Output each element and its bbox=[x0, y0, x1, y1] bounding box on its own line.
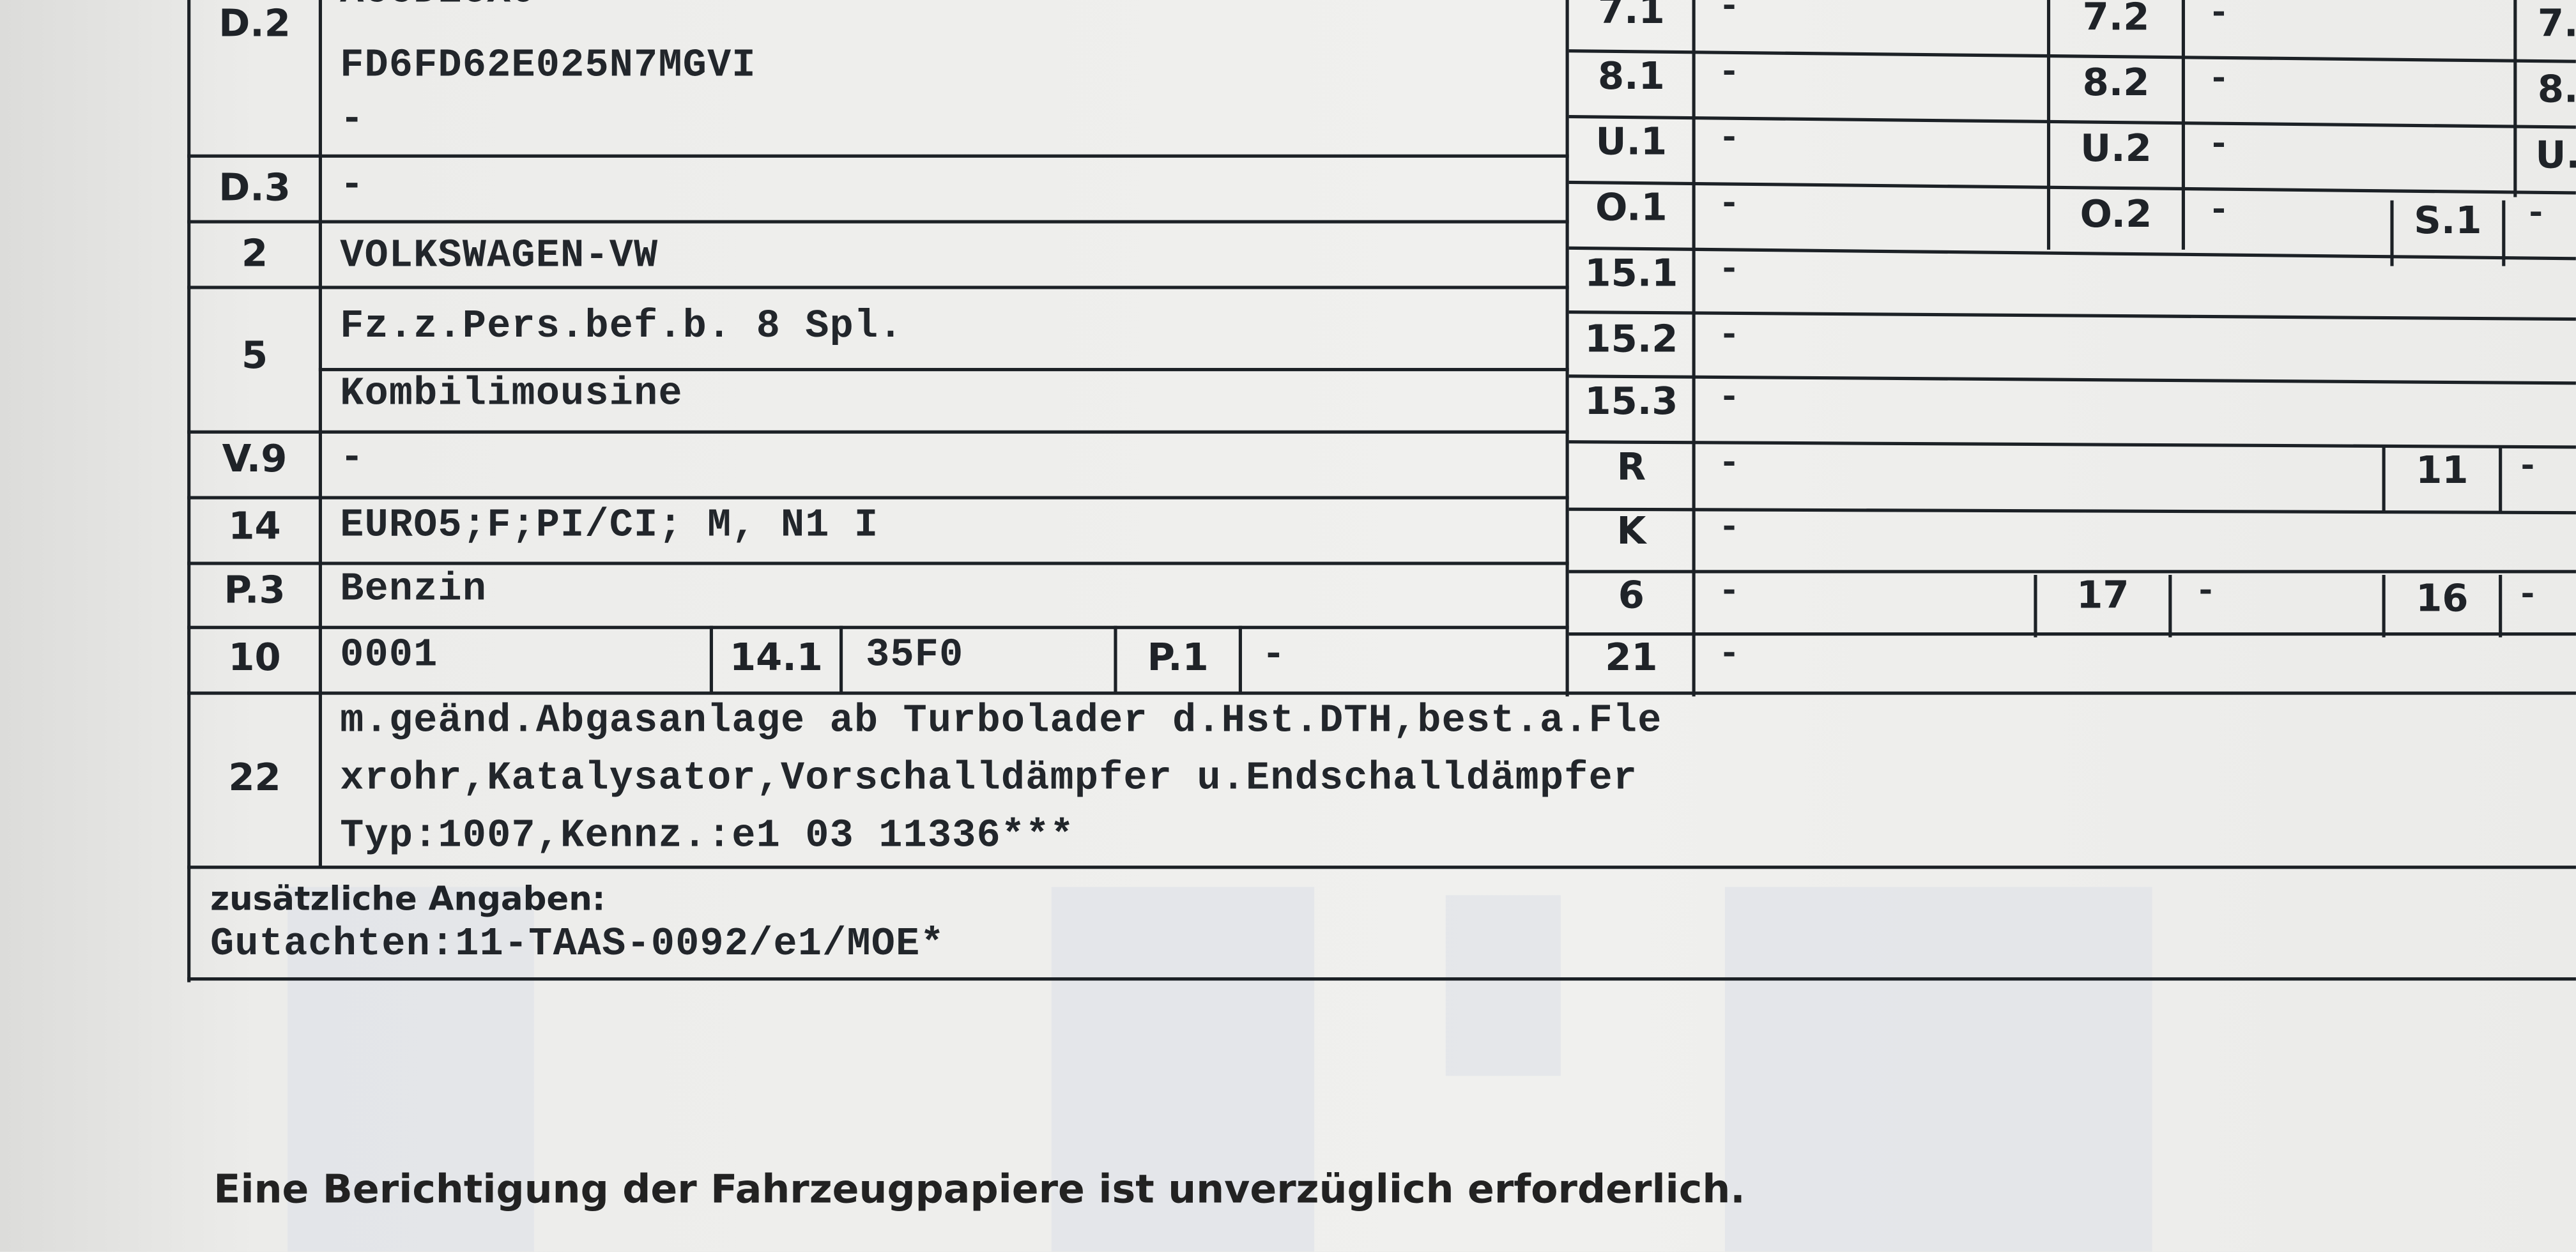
field-code: 7.2 bbox=[2082, 0, 2150, 40]
field-value: VOLKSWAGEN-VW bbox=[340, 234, 659, 280]
additional-info-title: zusätzliche Angaben: bbox=[210, 878, 606, 919]
field-code: 7.1 bbox=[1598, 0, 1665, 33]
field-value: - bbox=[2207, 59, 2230, 100]
footer-notice: Eine Berichtigung der Fahrzeugpapiere is… bbox=[213, 1166, 1745, 1212]
field-code: 14.1 bbox=[730, 637, 823, 680]
field-value: - bbox=[1718, 378, 1740, 419]
watermark-shape bbox=[1445, 895, 1561, 1076]
field-value: Fz.z.Pers.bef.b. 8 Spl. bbox=[340, 305, 903, 350]
field-value: - bbox=[1718, 183, 1740, 225]
watermark-shape bbox=[1051, 887, 1315, 1252]
field-code: P.1 bbox=[1147, 637, 1209, 680]
field-code: 17 bbox=[2076, 574, 2129, 618]
field-code: 14 bbox=[228, 505, 281, 549]
field-value: - bbox=[2517, 574, 2539, 616]
watermark-shape bbox=[287, 887, 534, 1252]
field-value: - bbox=[2195, 571, 2217, 613]
field-code: R bbox=[1616, 447, 1646, 490]
field-value: Benzin bbox=[340, 568, 487, 613]
field-value: m.geänd.Abgasanlage ab Turbolader d.Hst.… bbox=[340, 699, 1662, 744]
field-code: 5 bbox=[241, 335, 268, 378]
field-code: U.1 bbox=[1595, 121, 1667, 165]
field-code: 11 bbox=[2416, 450, 2469, 493]
field-value: - bbox=[1261, 634, 1287, 678]
field-value: 35F0 bbox=[866, 634, 964, 678]
field-code: U.2 bbox=[2080, 128, 2152, 171]
field-value: Typ:1007,Kennz.:e1 03 11336*** bbox=[340, 814, 1075, 859]
field-value: xrohr,Katalysator,Vorschalldämpfer u.End… bbox=[340, 757, 1638, 802]
field-code: 15.3 bbox=[1584, 381, 1678, 424]
field-code: 10 bbox=[228, 637, 281, 680]
field-code: D.2 bbox=[218, 3, 291, 46]
field-code: K bbox=[1616, 510, 1646, 554]
field-value: - bbox=[1718, 443, 1740, 485]
field-value: - bbox=[1718, 118, 1740, 160]
field-value: FD6FD62E025N7MGVI bbox=[340, 44, 756, 89]
field-value: - bbox=[1718, 571, 1740, 613]
field-value: - bbox=[1718, 0, 1740, 28]
watermark-shape bbox=[1724, 887, 2152, 1252]
field-value: - bbox=[1718, 634, 1740, 675]
field-code: 2 bbox=[241, 233, 268, 276]
field-code: P.3 bbox=[224, 570, 286, 613]
field-value: - bbox=[2207, 190, 2230, 232]
field-code: O.2 bbox=[2080, 194, 2152, 237]
field-value: - bbox=[1718, 315, 1740, 356]
field-code: 6 bbox=[1618, 574, 1644, 618]
field-value: - bbox=[2207, 0, 2230, 34]
field-value: 0001 bbox=[340, 634, 438, 678]
field-code: 15.1 bbox=[1584, 252, 1678, 296]
field-code: V.9 bbox=[222, 438, 288, 482]
field-value: - bbox=[1718, 52, 1740, 94]
field-value: - bbox=[340, 98, 365, 143]
field-value: - bbox=[2525, 194, 2547, 235]
field-value: Kombilimousine bbox=[340, 372, 683, 418]
field-code: 21 bbox=[1605, 637, 1658, 680]
field-value: - bbox=[2517, 447, 2539, 488]
field-value: - bbox=[340, 164, 365, 209]
field-code: 16 bbox=[2416, 578, 2469, 621]
field-value: - bbox=[340, 436, 365, 482]
field-code: U. bbox=[2535, 134, 2576, 178]
field-code: D.3 bbox=[218, 167, 291, 211]
field-code: 22 bbox=[228, 757, 281, 800]
additional-info-value: Gutachten:11-TAAS-0092/e1/MOE* bbox=[210, 923, 945, 968]
field-value: - bbox=[1718, 507, 1740, 549]
field-code: 8.1 bbox=[1598, 56, 1665, 99]
field-code: O.1 bbox=[1595, 187, 1667, 230]
field-code: 8.2 bbox=[2082, 62, 2150, 105]
field-value: - bbox=[1718, 249, 1740, 291]
field-code: 7. bbox=[2537, 3, 2576, 46]
field-value: ACCDEGX0 bbox=[340, 0, 536, 15]
field-value: - bbox=[2207, 125, 2230, 166]
field-code: 15.2 bbox=[1584, 318, 1678, 362]
field-value: EURO5;F;PI/CI; M, N1 I bbox=[340, 504, 879, 549]
field-code: S.1 bbox=[2414, 200, 2482, 243]
field-code: 8. bbox=[2537, 68, 2576, 112]
